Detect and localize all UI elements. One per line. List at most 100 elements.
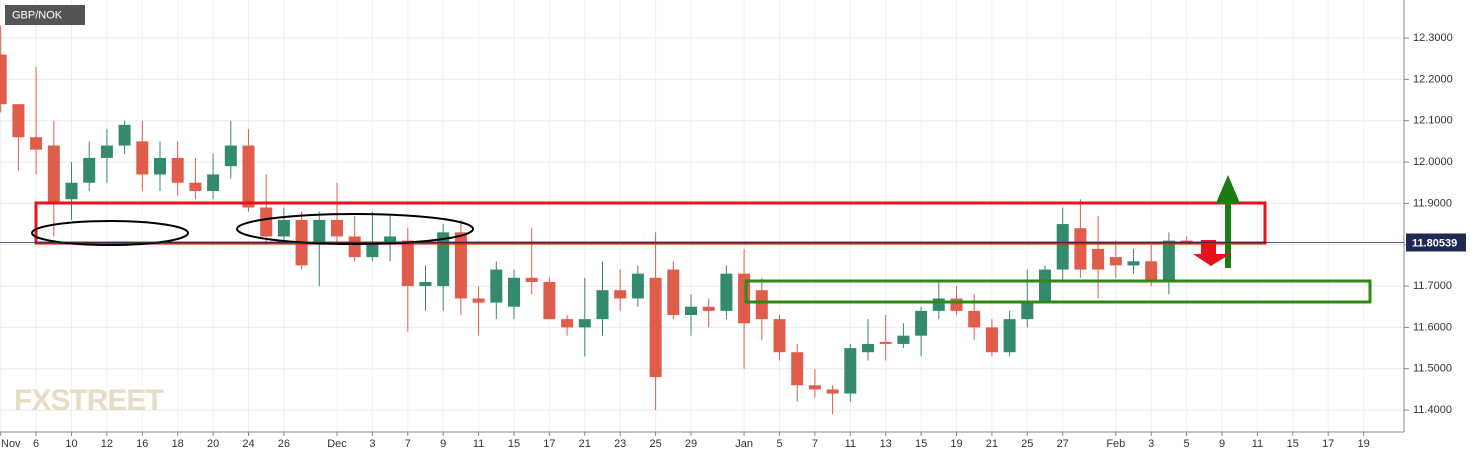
candle-body <box>1021 302 1034 320</box>
candle-body <box>525 277 538 282</box>
x-tick-label: 21 <box>986 438 998 450</box>
x-tick-label: 19 <box>1357 438 1369 450</box>
candle-body <box>932 298 945 311</box>
candle-body <box>1074 228 1087 270</box>
candle-body <box>808 385 821 390</box>
candle-body <box>171 157 184 183</box>
x-tick-label: 9 <box>1219 438 1225 450</box>
y-tick-label: 12.1000 <box>1413 115 1453 127</box>
candle-body <box>720 273 733 311</box>
x-tick-label: 5 <box>1184 438 1190 450</box>
candle-body <box>277 219 290 237</box>
support-box <box>744 279 1372 304</box>
y-tick-label: 11.4000 <box>1413 404 1452 416</box>
candle-body <box>313 219 326 245</box>
candle-body <box>472 298 485 303</box>
x-tick-label: 15 <box>1287 438 1299 450</box>
candle-body <box>791 352 804 386</box>
x-tick-label: 10 <box>65 438 77 450</box>
x-tick-label: 15 <box>508 438 520 450</box>
x-tick-label: 11 <box>473 438 484 450</box>
candle-body <box>950 298 963 311</box>
candle-body <box>862 343 874 353</box>
x-tick-label: 17 <box>543 438 555 450</box>
candle-body <box>30 137 43 150</box>
x-tick-label: Feb <box>1106 438 1125 450</box>
candle-body <box>1039 269 1051 303</box>
x-tick-label: 24 <box>242 438 254 450</box>
candle-body <box>83 157 96 183</box>
x-tick-label: 6 <box>33 438 39 450</box>
x-tick-label: 11 <box>1252 438 1263 450</box>
candle-body <box>260 207 273 237</box>
x-tick-label: 18 <box>172 438 184 450</box>
x-tick-label: 3 <box>369 438 375 450</box>
up-arrow-head <box>1216 175 1240 203</box>
x-tick-label: 7 <box>812 438 818 450</box>
candle-body <box>366 244 379 258</box>
candle-body <box>136 141 149 175</box>
candle-body <box>755 290 768 320</box>
y-tick-label: 12.3000 <box>1413 32 1453 44</box>
candle-body <box>490 269 503 303</box>
resistance-box <box>34 201 1267 245</box>
y-tick-label: 11.6000 <box>1413 321 1452 333</box>
watermark: FXSTREET <box>14 384 163 417</box>
candle-body <box>631 273 644 299</box>
candle-body <box>0 54 7 105</box>
x-tick-label: 9 <box>440 438 446 450</box>
candle-body <box>578 319 591 328</box>
candle-body <box>189 182 202 191</box>
candle-body <box>47 145 60 204</box>
candle-body <box>968 310 981 328</box>
candle-body <box>844 348 857 394</box>
candle-body <box>614 290 627 299</box>
y-tick-label: 12.2000 <box>1413 73 1453 85</box>
candle-body <box>348 236 361 258</box>
down-arrow-head <box>1193 254 1230 266</box>
y-tick-label: 11.7000 <box>1413 280 1452 292</box>
candle-body <box>561 319 574 328</box>
annotations <box>31 175 1372 304</box>
x-tick-label: 16 <box>136 438 148 450</box>
chart-title: GBP/NOK <box>12 9 63 21</box>
candle-body <box>649 277 662 378</box>
ellipse <box>31 220 189 246</box>
y-tick-label: 12.0000 <box>1413 156 1453 168</box>
candle-body <box>1003 319 1016 353</box>
candle-body <box>897 335 910 344</box>
candle-body <box>207 174 220 191</box>
candle-body <box>543 281 556 320</box>
x-tick-label: 7 <box>405 438 411 450</box>
candle-body <box>224 145 237 167</box>
candle-body <box>1145 261 1158 282</box>
x-tick-label: 17 <box>1322 438 1334 450</box>
ellipse <box>236 213 474 245</box>
x-tick-label: 25 <box>1021 438 1033 450</box>
candle-body <box>1127 261 1140 266</box>
x-tick-label: Nov <box>1 438 21 450</box>
candle-body <box>1162 240 1175 282</box>
candle-body <box>508 277 520 307</box>
candle-body <box>773 319 786 353</box>
x-tick-label: 11 <box>845 438 856 450</box>
x-tick-label: 3 <box>1148 438 1154 450</box>
candle-body <box>437 232 450 287</box>
candle-body <box>154 157 166 175</box>
candle-body <box>454 232 467 299</box>
down-arrow-shaft <box>1201 240 1216 254</box>
candle-body <box>1109 257 1122 266</box>
candle-body <box>1092 248 1105 270</box>
candle-body <box>242 145 255 208</box>
x-tick-label: 23 <box>614 438 626 450</box>
candle-body <box>331 219 343 237</box>
x-tick-label: 27 <box>1057 438 1069 450</box>
candle-body <box>1056 224 1069 270</box>
candle-body <box>596 290 609 320</box>
y-tick-label: 11.5000 <box>1413 363 1452 375</box>
x-tick-label: 20 <box>207 438 219 450</box>
candles <box>0 25 1193 415</box>
x-tick-label: 19 <box>950 438 962 450</box>
